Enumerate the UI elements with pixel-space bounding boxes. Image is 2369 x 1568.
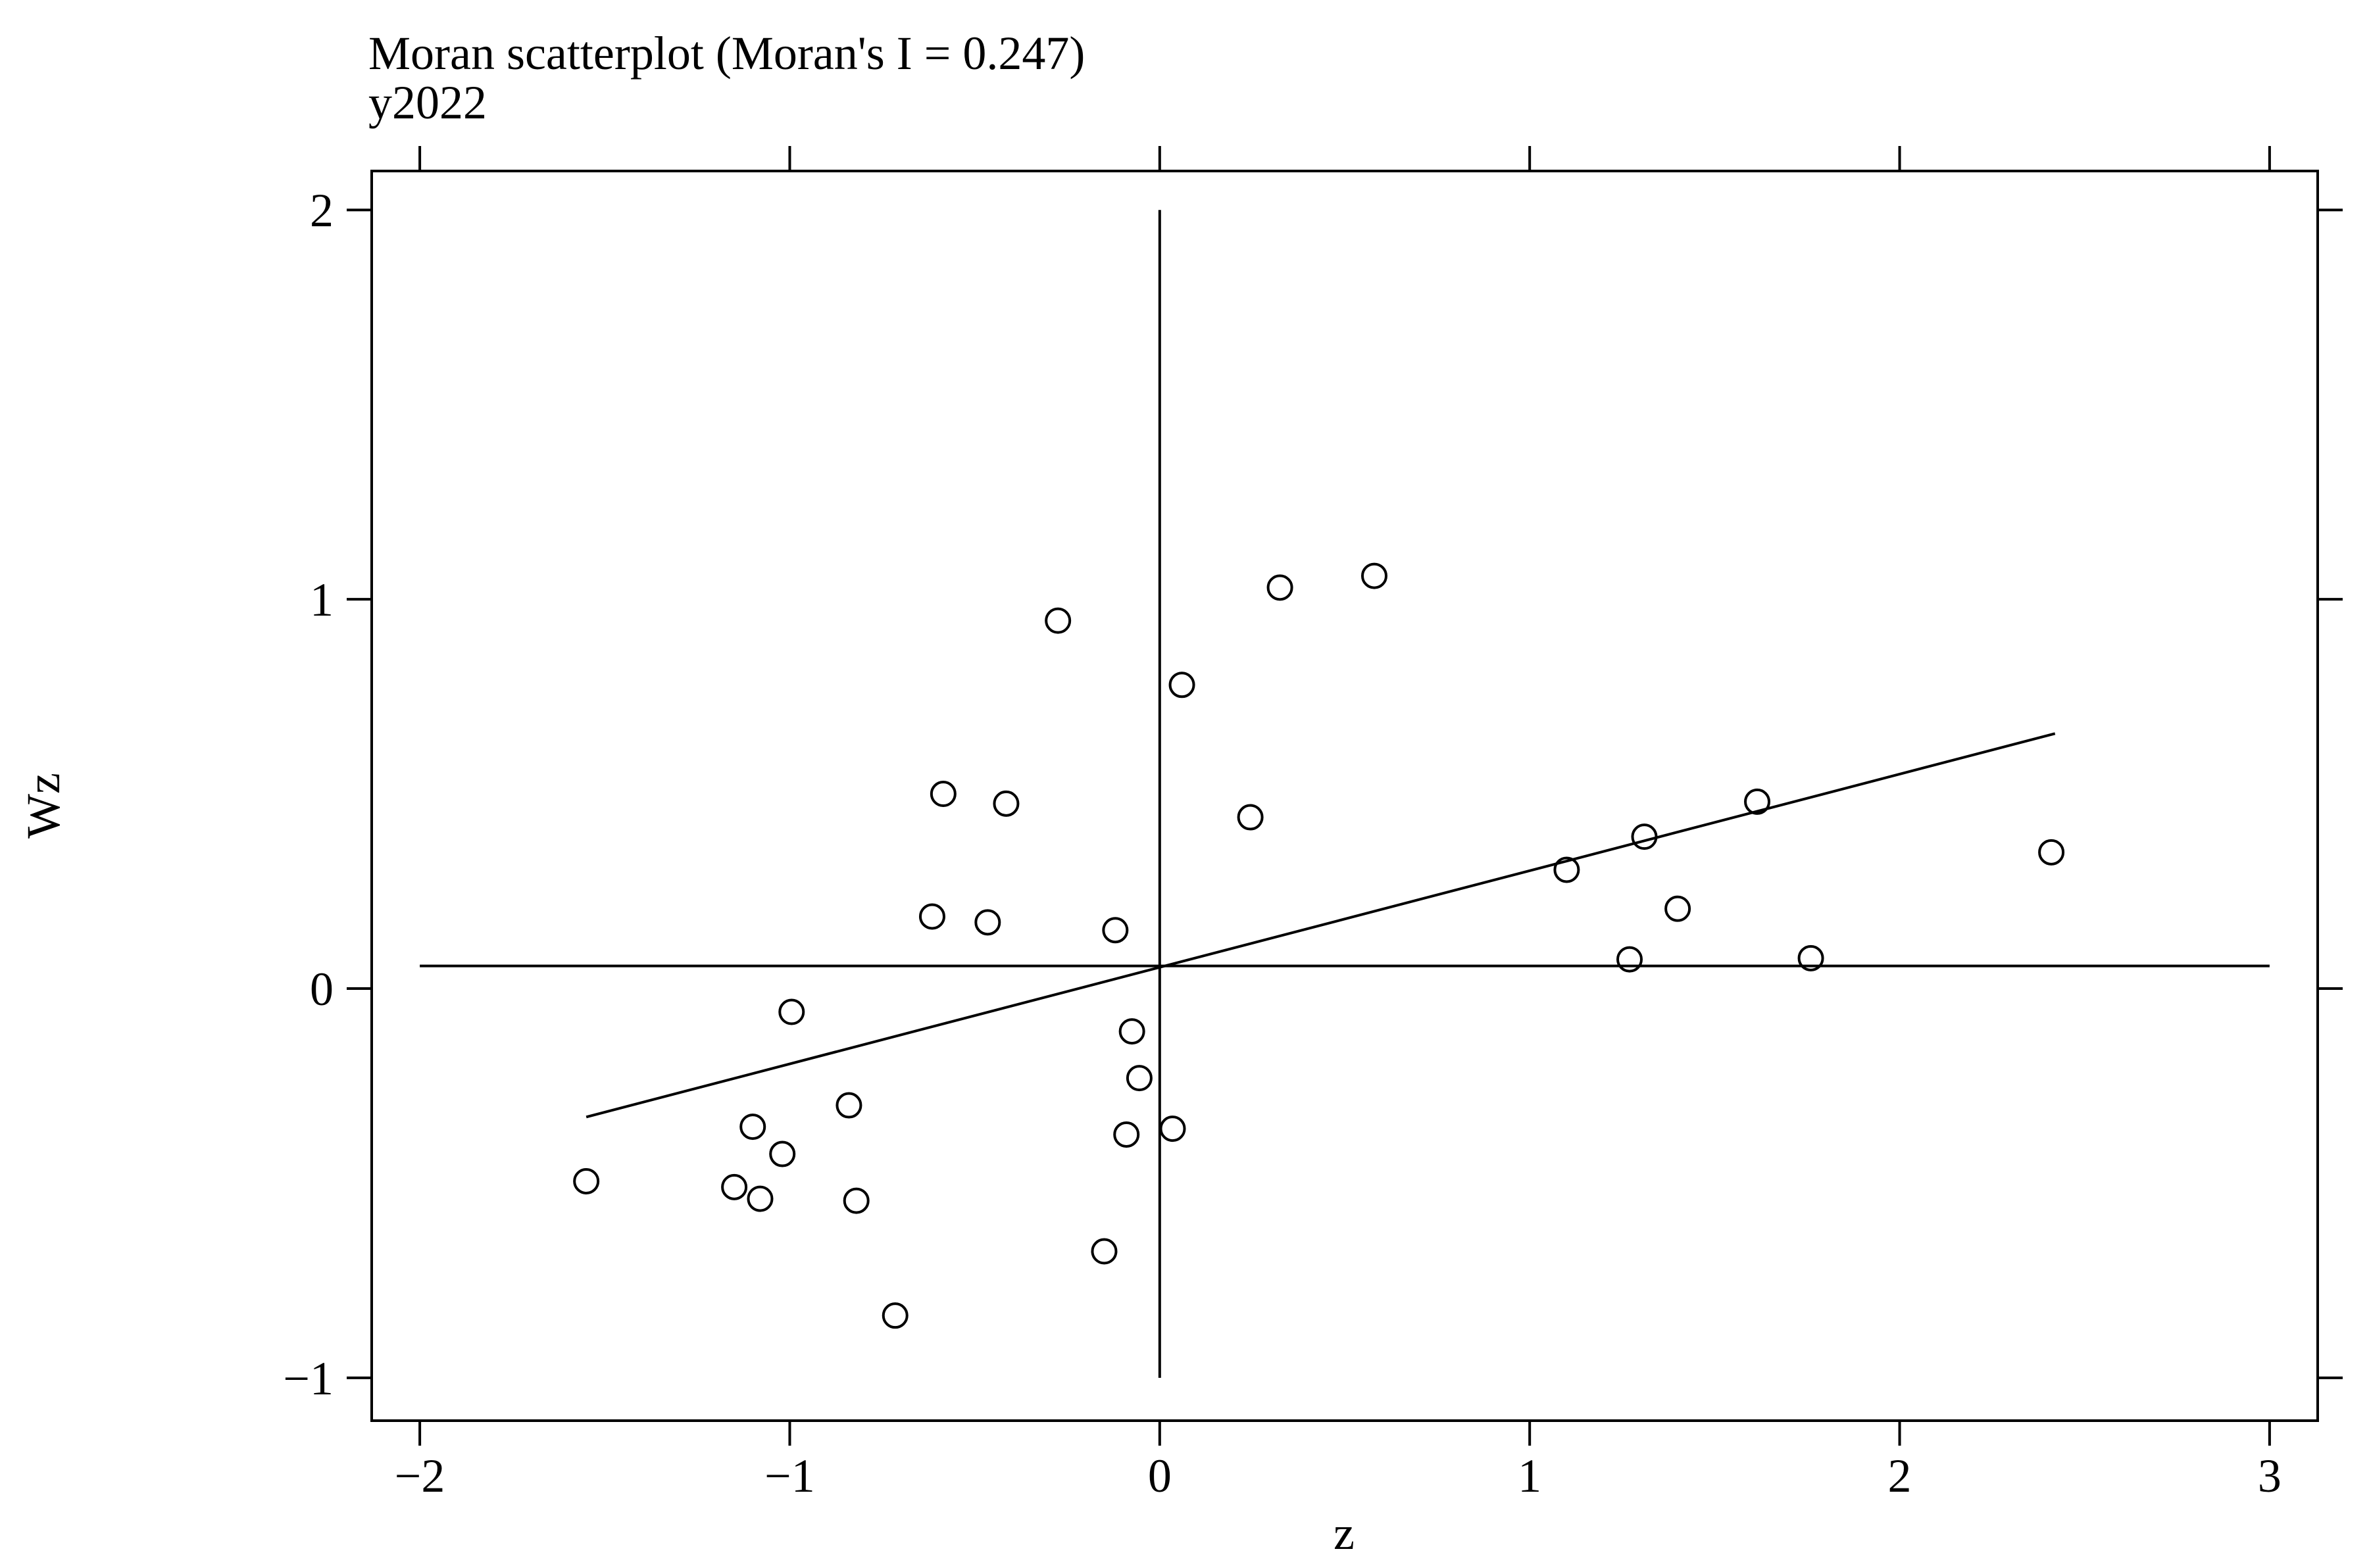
- x-tick-label: 1: [1518, 1450, 1541, 1502]
- data-point: [747, 1185, 774, 1212]
- y-tick-label: −1: [283, 1352, 334, 1405]
- data-point: [1664, 895, 1691, 922]
- data-point: [769, 1140, 796, 1167]
- data-point: [1360, 562, 1387, 589]
- data-point: [1168, 672, 1195, 698]
- y-axis-right: [2318, 208, 2343, 1379]
- data-point: [1102, 917, 1129, 944]
- data-point: [1266, 574, 1293, 601]
- reference-lines: [420, 210, 2270, 1378]
- data-point: [882, 1302, 909, 1329]
- data-point: [974, 909, 1001, 936]
- data-point: [1744, 788, 1771, 815]
- y-axis-left: −1 0 1 2: [283, 184, 372, 1405]
- data-point: [2038, 839, 2065, 866]
- data-point: [1797, 944, 1824, 971]
- data-point: [778, 998, 805, 1025]
- plot-frame: [370, 170, 2319, 1422]
- y-axis-label: Wz: [17, 773, 70, 839]
- x-tick-label: −2: [395, 1450, 445, 1502]
- data-point: [835, 1092, 862, 1119]
- data-point: [993, 790, 1020, 817]
- data-point: [930, 781, 957, 808]
- data-point: [1126, 1065, 1153, 1092]
- x-tick-label: 0: [1148, 1450, 1172, 1502]
- regression-line: [586, 732, 2056, 1119]
- data-point: [1118, 1018, 1145, 1045]
- x-axis-top: [418, 146, 2271, 171]
- data-points: [573, 562, 2065, 1329]
- data-point: [1553, 856, 1580, 883]
- y-tick-label: 0: [310, 963, 334, 1016]
- x-tick-label: 2: [1888, 1450, 1912, 1502]
- chart-subtitle: y2022: [368, 76, 487, 129]
- data-point: [1091, 1238, 1118, 1265]
- data-point: [1616, 946, 1643, 973]
- y-tick-label: 1: [310, 574, 334, 626]
- data-point: [721, 1173, 748, 1200]
- data-point: [1159, 1115, 1186, 1142]
- regression-line-group: [586, 732, 2056, 1119]
- data-point: [739, 1114, 766, 1140]
- x-tick-label: 3: [2258, 1450, 2282, 1502]
- data-point: [843, 1187, 870, 1214]
- data-point: [1631, 823, 1658, 850]
- data-point: [1045, 607, 1072, 634]
- data-point: [573, 1167, 600, 1194]
- data-point: [918, 903, 945, 930]
- x-axis-bottom: −2 −1 0 1 2 3: [395, 1421, 2282, 1502]
- x-tick-label: −1: [764, 1450, 815, 1502]
- data-point: [1237, 804, 1264, 831]
- x-axis-label: z: [1334, 1507, 1355, 1559]
- data-point: [1113, 1121, 1140, 1148]
- y-tick-label: 2: [310, 184, 334, 237]
- chart-title: Moran scatterplot (Moran's I = 0.247): [368, 27, 1085, 80]
